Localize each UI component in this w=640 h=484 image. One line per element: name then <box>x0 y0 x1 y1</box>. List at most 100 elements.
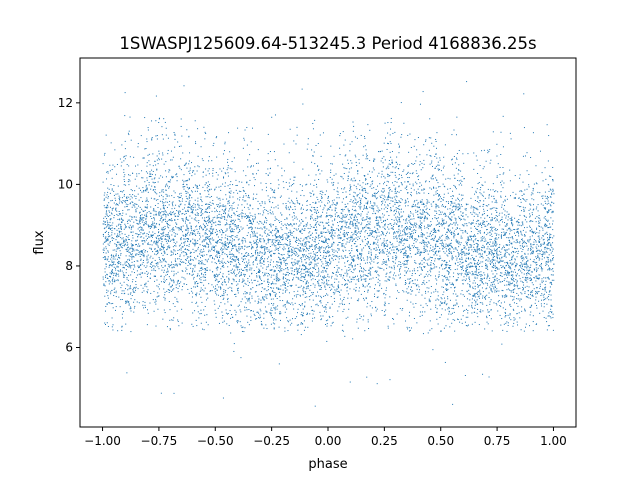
data-point <box>261 245 263 247</box>
data-point <box>139 251 141 253</box>
data-point <box>314 260 316 262</box>
data-point <box>259 314 261 316</box>
data-point <box>447 192 449 194</box>
data-point <box>376 210 378 212</box>
data-point <box>511 223 513 225</box>
data-point <box>173 273 175 275</box>
data-point <box>509 132 511 134</box>
data-point <box>500 259 502 261</box>
data-point <box>487 311 489 313</box>
data-point <box>133 256 135 258</box>
data-point <box>366 376 368 378</box>
data-point <box>333 293 335 295</box>
data-point <box>294 253 296 255</box>
data-point <box>153 217 155 219</box>
data-point <box>157 235 159 237</box>
data-point <box>143 217 145 219</box>
data-point <box>163 208 165 210</box>
data-point <box>377 192 379 194</box>
data-point <box>491 290 493 292</box>
data-point <box>313 207 315 208</box>
data-point <box>310 263 312 265</box>
data-point <box>307 287 309 289</box>
data-point <box>262 267 264 269</box>
data-point <box>331 236 333 238</box>
data-point <box>456 206 458 208</box>
data-point <box>309 228 311 230</box>
data-point <box>302 276 304 278</box>
data-point <box>274 219 276 221</box>
data-point <box>343 296 345 298</box>
data-point <box>118 270 120 272</box>
data-point <box>535 296 537 298</box>
data-point <box>161 216 163 218</box>
data-point <box>217 260 219 262</box>
data-point <box>263 212 265 214</box>
data-point <box>327 243 329 245</box>
data-point <box>323 231 325 233</box>
data-point <box>278 280 280 282</box>
data-point <box>535 267 537 269</box>
data-point <box>482 184 484 186</box>
data-point <box>240 246 242 248</box>
data-point <box>337 215 339 217</box>
data-point <box>477 308 479 310</box>
data-point <box>202 240 204 242</box>
data-point <box>326 279 328 281</box>
data-point <box>164 264 166 266</box>
data-point <box>300 271 302 273</box>
data-point <box>227 312 229 314</box>
data-point <box>374 202 376 204</box>
data-point <box>228 324 230 326</box>
data-point <box>512 223 514 225</box>
data-point <box>188 201 190 203</box>
data-point <box>141 240 143 242</box>
data-point <box>122 237 124 239</box>
data-point <box>551 284 553 286</box>
data-point <box>307 275 309 277</box>
data-point <box>435 278 437 280</box>
data-point <box>481 302 483 304</box>
data-point <box>399 230 401 232</box>
data-point <box>205 321 207 323</box>
data-point <box>355 230 357 232</box>
data-point <box>233 272 235 274</box>
data-point <box>382 213 384 215</box>
data-point <box>180 247 182 249</box>
data-point <box>435 210 437 212</box>
data-point <box>165 201 167 203</box>
data-point <box>491 285 493 287</box>
data-point <box>306 286 308 288</box>
data-point <box>229 167 231 169</box>
data-point <box>496 291 498 293</box>
data-point <box>280 227 282 229</box>
data-point <box>322 191 324 193</box>
data-point <box>436 212 438 214</box>
data-point <box>409 133 411 135</box>
data-point <box>446 238 448 240</box>
data-point <box>197 240 199 242</box>
data-point <box>213 142 215 144</box>
data-point <box>521 264 523 266</box>
data-point <box>349 276 351 278</box>
data-point <box>426 211 428 213</box>
data-point <box>406 222 408 224</box>
data-point <box>384 301 386 303</box>
data-point <box>189 152 191 154</box>
data-point <box>548 242 550 244</box>
data-point <box>172 201 174 203</box>
data-point <box>133 205 135 207</box>
data-point <box>206 216 208 218</box>
data-point <box>405 250 406 252</box>
data-point <box>215 278 217 280</box>
data-point <box>137 260 139 262</box>
data-point <box>352 277 354 279</box>
data-point <box>547 262 549 263</box>
data-point <box>110 254 112 256</box>
data-point <box>361 267 363 269</box>
data-point <box>364 274 366 276</box>
data-point <box>106 304 108 306</box>
data-point <box>396 156 398 158</box>
data-point <box>177 291 179 293</box>
